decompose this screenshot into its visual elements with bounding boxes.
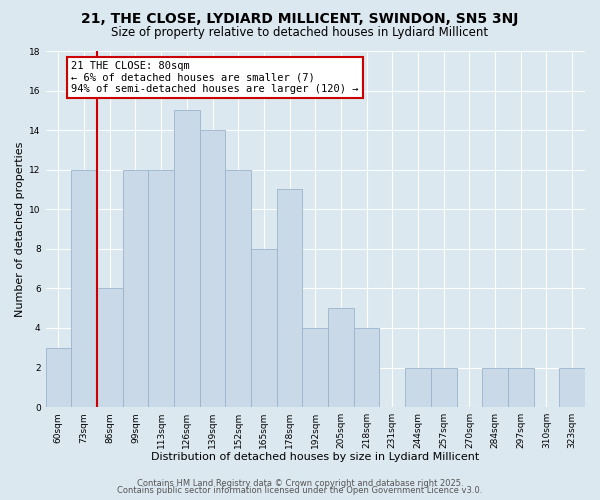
Bar xyxy=(508,368,533,407)
Bar xyxy=(559,368,585,407)
Text: 21 THE CLOSE: 80sqm
← 6% of detached houses are smaller (7)
94% of semi-detached: 21 THE CLOSE: 80sqm ← 6% of detached hou… xyxy=(71,61,359,94)
Bar xyxy=(482,368,508,407)
Bar xyxy=(174,110,200,407)
Bar xyxy=(226,170,251,407)
Bar xyxy=(122,170,148,407)
Bar xyxy=(328,308,354,407)
Text: Contains HM Land Registry data © Crown copyright and database right 2025.: Contains HM Land Registry data © Crown c… xyxy=(137,478,463,488)
Bar xyxy=(200,130,226,407)
Bar xyxy=(354,328,379,407)
Bar xyxy=(302,328,328,407)
Bar xyxy=(277,190,302,407)
Text: Size of property relative to detached houses in Lydiard Millicent: Size of property relative to detached ho… xyxy=(112,26,488,39)
Text: 21, THE CLOSE, LYDIARD MILLICENT, SWINDON, SN5 3NJ: 21, THE CLOSE, LYDIARD MILLICENT, SWINDO… xyxy=(82,12,518,26)
Bar xyxy=(97,288,122,407)
Text: Contains public sector information licensed under the Open Government Licence v3: Contains public sector information licen… xyxy=(118,486,482,495)
Bar xyxy=(46,348,71,407)
Bar xyxy=(71,170,97,407)
Bar xyxy=(148,170,174,407)
Bar xyxy=(431,368,457,407)
Y-axis label: Number of detached properties: Number of detached properties xyxy=(15,142,25,316)
Bar xyxy=(405,368,431,407)
X-axis label: Distribution of detached houses by size in Lydiard Millicent: Distribution of detached houses by size … xyxy=(151,452,479,462)
Bar xyxy=(251,249,277,407)
